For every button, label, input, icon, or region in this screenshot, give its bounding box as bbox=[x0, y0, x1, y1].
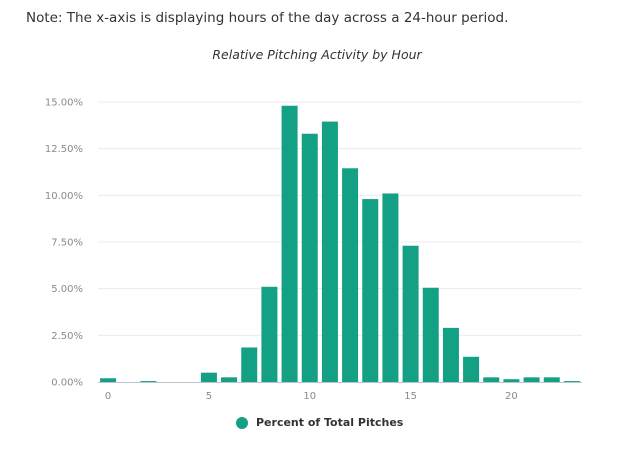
bar[interactable] bbox=[543, 377, 560, 382]
legend[interactable]: Percent of Total Pitches bbox=[236, 416, 403, 429]
y-tick-label: 5.00% bbox=[51, 284, 83, 295]
bar[interactable] bbox=[523, 377, 540, 382]
bar[interactable] bbox=[563, 381, 580, 382]
y-tick-label: 0.00% bbox=[51, 378, 83, 389]
x-tick-label: 15 bbox=[404, 391, 417, 402]
x-axis-ticks: 0 5 10 15 20 bbox=[105, 391, 518, 402]
legend-swatch-icon bbox=[236, 416, 248, 429]
x-tick-label: 5 bbox=[206, 391, 212, 402]
bar[interactable] bbox=[463, 356, 480, 382]
bar[interactable] bbox=[382, 193, 399, 382]
x-tick-label: 20 bbox=[505, 391, 518, 402]
x-tick-label: 10 bbox=[303, 391, 316, 402]
chart-title: Relative Pitching Activity by Hour bbox=[212, 47, 422, 62]
note-text: Note: The x-axis is displaying hours of … bbox=[26, 10, 509, 26]
bar[interactable] bbox=[422, 287, 439, 382]
y-tick-label: 12.50% bbox=[45, 144, 83, 155]
bar[interactable] bbox=[483, 377, 500, 382]
bar[interactable] bbox=[402, 245, 419, 382]
bar[interactable] bbox=[281, 105, 298, 382]
bar[interactable] bbox=[301, 133, 318, 382]
bars bbox=[100, 105, 580, 382]
y-tick-label: 7.50% bbox=[51, 238, 83, 249]
x-tick-label: 0 bbox=[105, 391, 111, 402]
bar[interactable] bbox=[342, 168, 359, 382]
bar[interactable] bbox=[241, 347, 258, 382]
gridlines bbox=[98, 101, 582, 336]
bar[interactable] bbox=[503, 379, 520, 382]
bar[interactable] bbox=[140, 381, 157, 382]
bar[interactable] bbox=[362, 199, 379, 382]
y-axis-ticks: 0.00% 2.50% 5.00% 7.50% 10.00% 12.50% 15.00% bbox=[45, 98, 83, 389]
y-tick-label: 2.50% bbox=[51, 331, 83, 342]
bar[interactable] bbox=[261, 286, 278, 382]
bar[interactable] bbox=[221, 377, 238, 382]
bar[interactable] bbox=[200, 372, 217, 382]
y-tick-label: 10.00% bbox=[45, 191, 83, 202]
y-tick-label: 15.00% bbox=[45, 98, 83, 109]
legend-label: Percent of Total Pitches bbox=[256, 416, 404, 429]
bar[interactable] bbox=[100, 378, 117, 382]
bar[interactable] bbox=[442, 327, 459, 382]
bar[interactable] bbox=[321, 121, 338, 382]
